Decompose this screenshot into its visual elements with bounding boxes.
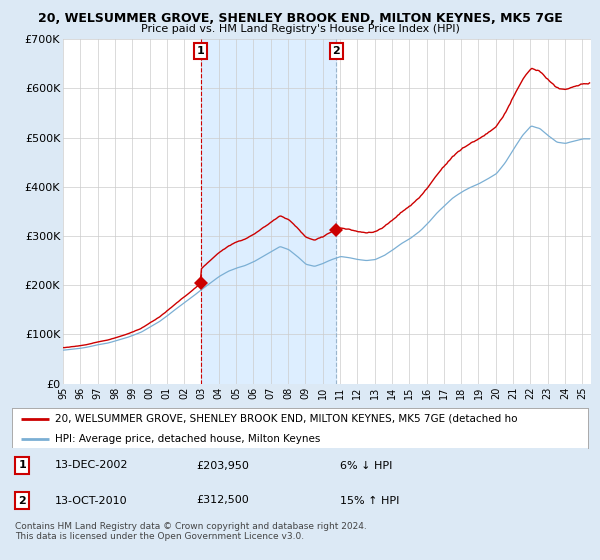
Text: £312,500: £312,500 <box>196 496 249 506</box>
Text: 6% ↓ HPI: 6% ↓ HPI <box>340 460 392 470</box>
Text: 13-OCT-2010: 13-OCT-2010 <box>55 496 128 506</box>
Text: 2: 2 <box>332 46 340 56</box>
Text: 1: 1 <box>197 46 205 56</box>
Text: 13-DEC-2002: 13-DEC-2002 <box>55 460 128 470</box>
Text: Price paid vs. HM Land Registry's House Price Index (HPI): Price paid vs. HM Land Registry's House … <box>140 24 460 34</box>
Text: 20, WELSUMMER GROVE, SHENLEY BROOK END, MILTON KEYNES, MK5 7GE: 20, WELSUMMER GROVE, SHENLEY BROOK END, … <box>38 12 562 25</box>
Bar <box>201 39 337 384</box>
Text: £203,950: £203,950 <box>196 460 249 470</box>
Text: Contains HM Land Registry data © Crown copyright and database right 2024.
This d: Contains HM Land Registry data © Crown c… <box>15 522 367 542</box>
Text: 1: 1 <box>19 460 26 470</box>
Text: 20, WELSUMMER GROVE, SHENLEY BROOK END, MILTON KEYNES, MK5 7GE (detached ho: 20, WELSUMMER GROVE, SHENLEY BROOK END, … <box>55 414 518 424</box>
Text: 15% ↑ HPI: 15% ↑ HPI <box>340 496 400 506</box>
Text: 2: 2 <box>19 496 26 506</box>
Text: HPI: Average price, detached house, Milton Keynes: HPI: Average price, detached house, Milt… <box>55 434 320 444</box>
